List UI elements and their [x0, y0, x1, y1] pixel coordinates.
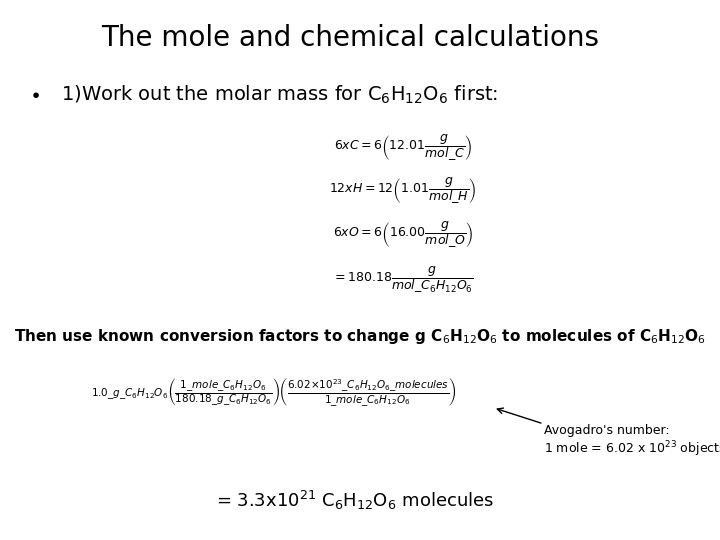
Text: = 3.3x10$^{21}$ C$_6$H$_{12}$O$_6$ molecules: = 3.3x10$^{21}$ C$_6$H$_{12}$O$_6$ molec… — [216, 489, 494, 512]
Text: $6xC = 6\left(12.01\dfrac{g}{mol\_C}\right)$: $6xC = 6\left(12.01\dfrac{g}{mol\_C}\rig… — [334, 132, 472, 163]
Text: $\bullet$: $\bullet$ — [29, 84, 40, 103]
Text: $12xH = 12\left(1.01\dfrac{g}{mol\_H}\right)$: $12xH = 12\left(1.01\dfrac{g}{mol\_H}\ri… — [329, 176, 477, 206]
Text: $= 180.18\dfrac{g}{mol\_C_6H_{12}O_6}$: $= 180.18\dfrac{g}{mol\_C_6H_{12}O_6}$ — [332, 265, 474, 295]
Text: $6xO = 6\left(16.00\dfrac{g}{mol\_O}\right)$: $6xO = 6\left(16.00\dfrac{g}{mol\_O}\rig… — [333, 219, 474, 249]
Text: $1.0\_g\_C_6H_{12}O_6\left(\dfrac{1\_mole\_C_6H_{12}O_6}{180.18\_g\_C_6H_{12}O_6: $1.0\_g\_C_6H_{12}O_6\left(\dfrac{1\_mol… — [91, 375, 456, 408]
Text: Then use known conversion factors to change g C$_6$H$_{12}$O$_6$ to molecules of: Then use known conversion factors to cha… — [14, 327, 706, 346]
Text: 1)Work out the molar mass for C$_6$H$_{12}$O$_6$ first:: 1)Work out the molar mass for C$_6$H$_{1… — [61, 84, 498, 106]
Text: Avogadro's number:
1 mole = 6.02 x 10$^{23}$ objects: Avogadro's number: 1 mole = 6.02 x 10$^{… — [544, 424, 720, 460]
Text: The mole and chemical calculations: The mole and chemical calculations — [101, 24, 599, 52]
